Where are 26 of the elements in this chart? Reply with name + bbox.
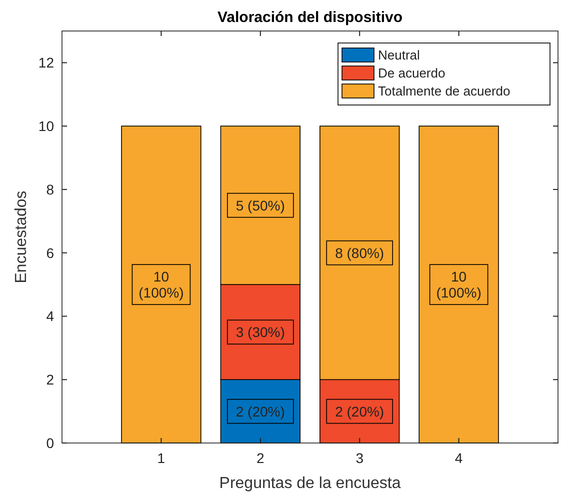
bar bbox=[418, 126, 499, 444]
x-tick-label: 1 bbox=[157, 450, 166, 466]
y-tick-label: 6 bbox=[46, 244, 54, 261]
y-tick-label: 2 bbox=[46, 372, 54, 388]
data-label: 3 (30%) bbox=[236, 324, 285, 340]
x-axis-title: Preguntas de la encuesta bbox=[219, 475, 401, 492]
y-tick-label: 4 bbox=[46, 308, 54, 324]
bar bbox=[121, 126, 202, 444]
data-label: 8 (80%) bbox=[335, 244, 384, 261]
data-label: 2 (20%) bbox=[335, 403, 384, 420]
y-axis-title: Encuestados bbox=[13, 190, 30, 284]
x-tick-label: 2 bbox=[256, 450, 264, 466]
y-tick-label: 10 bbox=[38, 118, 54, 134]
data-label: 10 (100%) bbox=[436, 268, 482, 301]
data-label: 2 (20%) bbox=[236, 403, 285, 420]
y-tick-label: 0 bbox=[46, 435, 54, 451]
legend-label: De acuerdo bbox=[378, 66, 446, 80]
x-tick-label: 4 bbox=[454, 450, 463, 466]
data-label: 10 (100%) bbox=[138, 268, 184, 301]
chart-title: Valoración del dispositivo bbox=[217, 9, 403, 26]
y-tick-label: 8 bbox=[46, 181, 54, 198]
legend-label: Totalmente de acuerdo bbox=[378, 84, 510, 98]
legend-label: Neutral bbox=[378, 48, 420, 62]
data-label: 5 (50%) bbox=[236, 197, 285, 214]
x-tick-label: 3 bbox=[356, 450, 364, 466]
y-tick-label: 12 bbox=[38, 54, 54, 71]
